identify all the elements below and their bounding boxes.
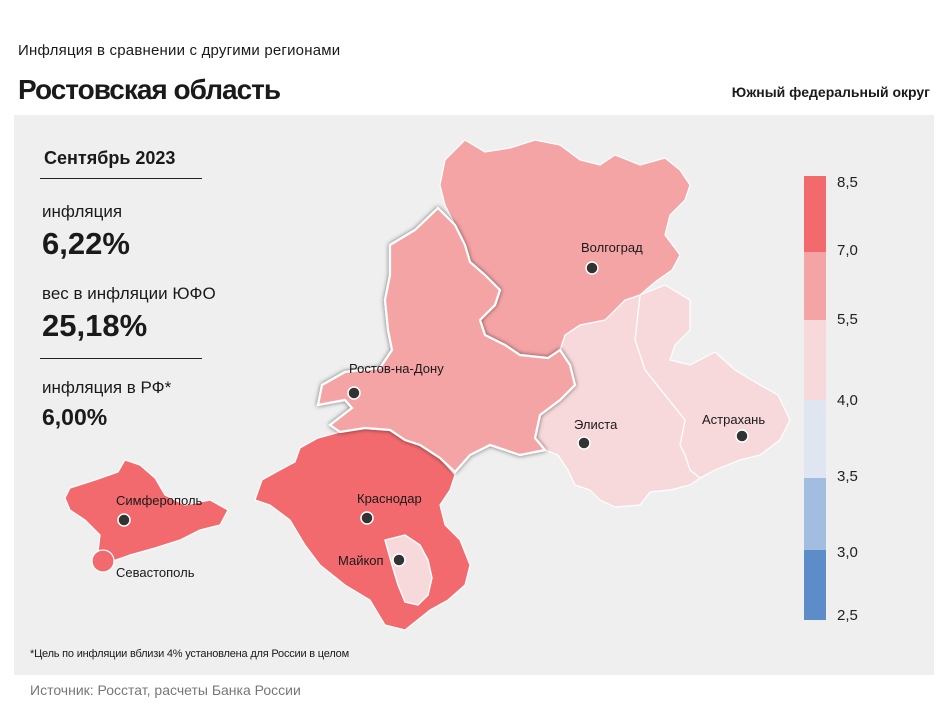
color-scale-legend [804,176,826,620]
region-crimea [64,459,229,563]
weight-label: вес в инфляции ЮФО [42,284,216,303]
city-label-rostov: Ростов-на-Дону [349,361,444,376]
city-label-volgograd: Волгоград [581,240,643,255]
legend-tick-4-0: 4,0 [837,392,858,409]
simferopol-marker [117,513,131,527]
divider-bottom [40,358,202,359]
russia-inflation-value: 6,00% [42,404,108,430]
inflation-value: 6,22% [42,226,130,261]
legend-tick-2-5: 2,5 [837,607,858,624]
region-rostov [316,206,577,474]
region-sevastopol [91,549,115,573]
legend-tick-5-5: 5,5 [837,311,858,328]
russia-inflation-label: инфляция в РФ* [42,378,172,397]
elista-marker [577,436,591,450]
legend-segment-2 [804,252,826,320]
legend-tick-8-5: 8,5 [837,174,858,191]
legend-segment-4 [804,400,826,478]
astrakhan-marker [735,429,749,443]
region-adygea [384,534,433,606]
legend-segment-6 [804,550,826,620]
footnote: *Цель по инфляции вблизи 4% установлена … [30,648,349,660]
page-subtitle: Инфляция в сравнении с другими регионами [18,42,341,59]
legend-segment-5 [804,478,826,550]
divider-top [40,178,202,179]
legend-segment-3 [804,320,826,400]
city-label-astrakhan: Астрахань [702,412,766,427]
city-label-simferopol: Симферополь [116,493,203,508]
district-label: Южный федеральный округ [731,84,930,100]
legend-tick-3-0: 3,0 [837,544,858,561]
weight-value: 25,18% [42,308,148,343]
region-krasnodar [254,427,471,631]
legend-tick-3-5: 3,5 [837,468,858,485]
city-label-krasnodar: Краснодар [357,491,422,506]
krasnodar-marker [360,511,374,525]
period-label: Сентябрь 2023 [44,148,176,168]
maykop-marker [392,553,406,567]
legend-tick-7-0: 7,0 [837,242,858,259]
city-label-elista: Элиста [574,417,618,432]
legend-segment-1 [804,176,826,252]
inflation-label: инфляция [42,202,123,221]
page-title: Ростовская область [18,74,281,105]
source-note: Источник: Росстат, расчеты Банка России [30,682,301,698]
city-label-sevastopol: Севастополь [116,565,195,580]
city-label-maykop: Майкоп [338,553,384,568]
rostov-marker [347,386,361,400]
volgograd-marker [585,261,599,275]
